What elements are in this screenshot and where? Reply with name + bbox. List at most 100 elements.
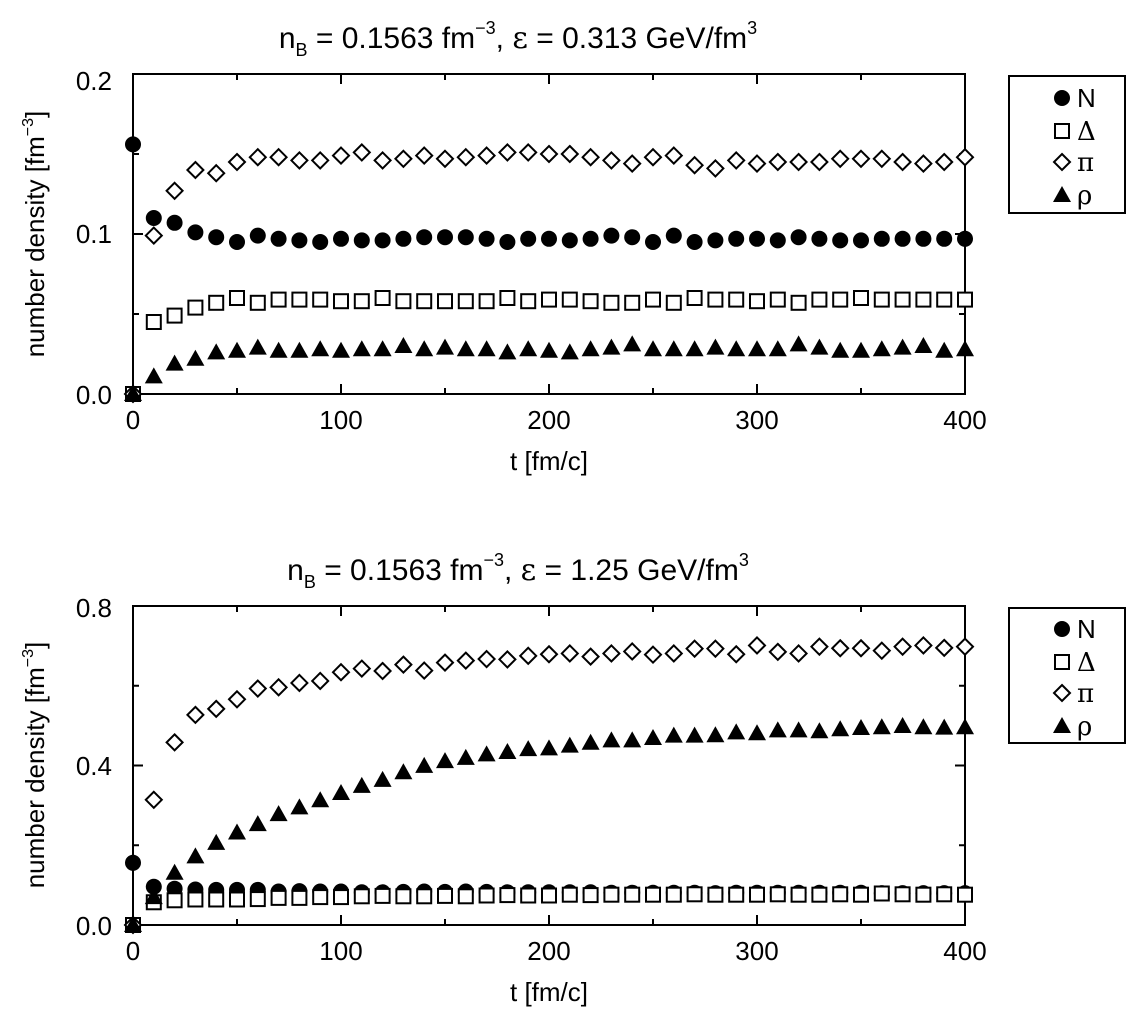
data-point: [312, 234, 329, 250]
x-tick-labels-2: 0 100 200 300 400: [126, 936, 987, 966]
data-point: [478, 230, 495, 247]
data-point: [561, 886, 578, 903]
data-point: [915, 886, 932, 903]
data-point: [853, 290, 869, 306]
data-point: [539, 144, 559, 164]
data-point: [145, 878, 162, 895]
x-tick-label: 200: [527, 405, 570, 435]
data-point: [393, 149, 413, 169]
legend-symbol: [1054, 621, 1070, 637]
data-point: [790, 886, 807, 903]
data-point: [185, 705, 205, 725]
data-point: [747, 636, 767, 655]
data-point: [831, 341, 850, 358]
data-point: [934, 152, 954, 172]
data-point: [416, 229, 433, 246]
data-point: [644, 340, 662, 357]
legend-symbol: [1052, 152, 1072, 172]
data-point: [645, 291, 661, 308]
data-point: [478, 887, 495, 904]
x-axis-label-1: t [fm/c]: [510, 446, 588, 476]
data-point: [852, 341, 870, 358]
data-point: [915, 230, 932, 247]
data-point: [415, 340, 434, 357]
y-tick-label: 0.8: [76, 593, 112, 623]
data-point: [603, 294, 620, 311]
data-point: [665, 294, 682, 311]
data-point: [125, 854, 141, 871]
data-marks-1: [123, 136, 975, 404]
data-point: [935, 718, 954, 735]
data-point: [165, 863, 184, 880]
data-point: [456, 651, 476, 671]
data-point: [810, 338, 829, 355]
data-point: [229, 234, 245, 250]
data-point: [913, 154, 933, 174]
data-point: [768, 721, 787, 738]
data-point: [809, 637, 829, 657]
data-point: [728, 886, 745, 903]
data-point: [769, 232, 786, 249]
data-point: [955, 637, 975, 657]
data-point: [872, 149, 892, 169]
x-tick-label: 300: [735, 936, 778, 966]
data-point: [832, 232, 849, 249]
data-point: [893, 152, 913, 172]
y-tick-labels-2: 0.8 0.4 0.0: [76, 593, 112, 941]
chart-panel-2: nB = 0.1563 fm−3, ε = 1.25 GeV/fm3 0.8 0…: [20, 550, 1126, 1007]
data-point: [166, 892, 183, 909]
data-point: [581, 147, 601, 167]
data-point: [270, 291, 287, 308]
data-point: [705, 158, 725, 178]
data-point: [581, 733, 600, 750]
legend-label: Δ: [1077, 117, 1096, 147]
data-point: [520, 230, 537, 247]
data-point: [393, 655, 413, 675]
data-point: [228, 341, 246, 358]
data-point: [185, 160, 205, 180]
data-point: [581, 340, 600, 357]
data-point: [914, 718, 933, 735]
data-point: [957, 886, 973, 903]
data-point: [497, 142, 517, 162]
data-point: [603, 886, 620, 903]
data-point: [144, 888, 163, 905]
data-point: [436, 338, 454, 355]
data-point: [809, 152, 829, 172]
data-point: [144, 226, 164, 246]
data-point: [499, 234, 516, 250]
data-point: [124, 916, 142, 932]
legend-symbol: [1054, 90, 1070, 106]
data-point: [519, 740, 538, 757]
data-point: [768, 340, 787, 357]
data-point: [955, 147, 975, 167]
data-point: [665, 886, 682, 903]
data-point: [705, 639, 725, 659]
data-point: [456, 748, 475, 765]
data-point: [541, 887, 557, 904]
y-tick-label: 0.1: [76, 219, 112, 249]
data-point: [207, 343, 226, 360]
data-point: [810, 722, 829, 739]
data-point: [310, 150, 330, 170]
data-point: [582, 293, 599, 310]
x-tick-labels-1: 0 100 200 300 400: [126, 405, 987, 435]
data-point: [601, 150, 621, 170]
data-point: [352, 142, 372, 162]
y-tick-label: 0.2: [76, 66, 112, 96]
data-point: [935, 341, 954, 358]
legend-label: ρ: [1077, 712, 1092, 742]
data-point: [249, 294, 266, 311]
data-point: [686, 886, 703, 903]
data-point: [248, 679, 268, 698]
data-point: [395, 230, 412, 247]
data-point: [623, 731, 642, 748]
data-point: [956, 718, 974, 735]
data-point: [664, 146, 684, 166]
data-marks-2: [123, 636, 975, 935]
data-point: [394, 337, 413, 353]
data-point: [768, 642, 788, 662]
data-point: [707, 886, 724, 903]
legend-symbols: [1052, 90, 1072, 202]
data-point: [353, 293, 370, 310]
